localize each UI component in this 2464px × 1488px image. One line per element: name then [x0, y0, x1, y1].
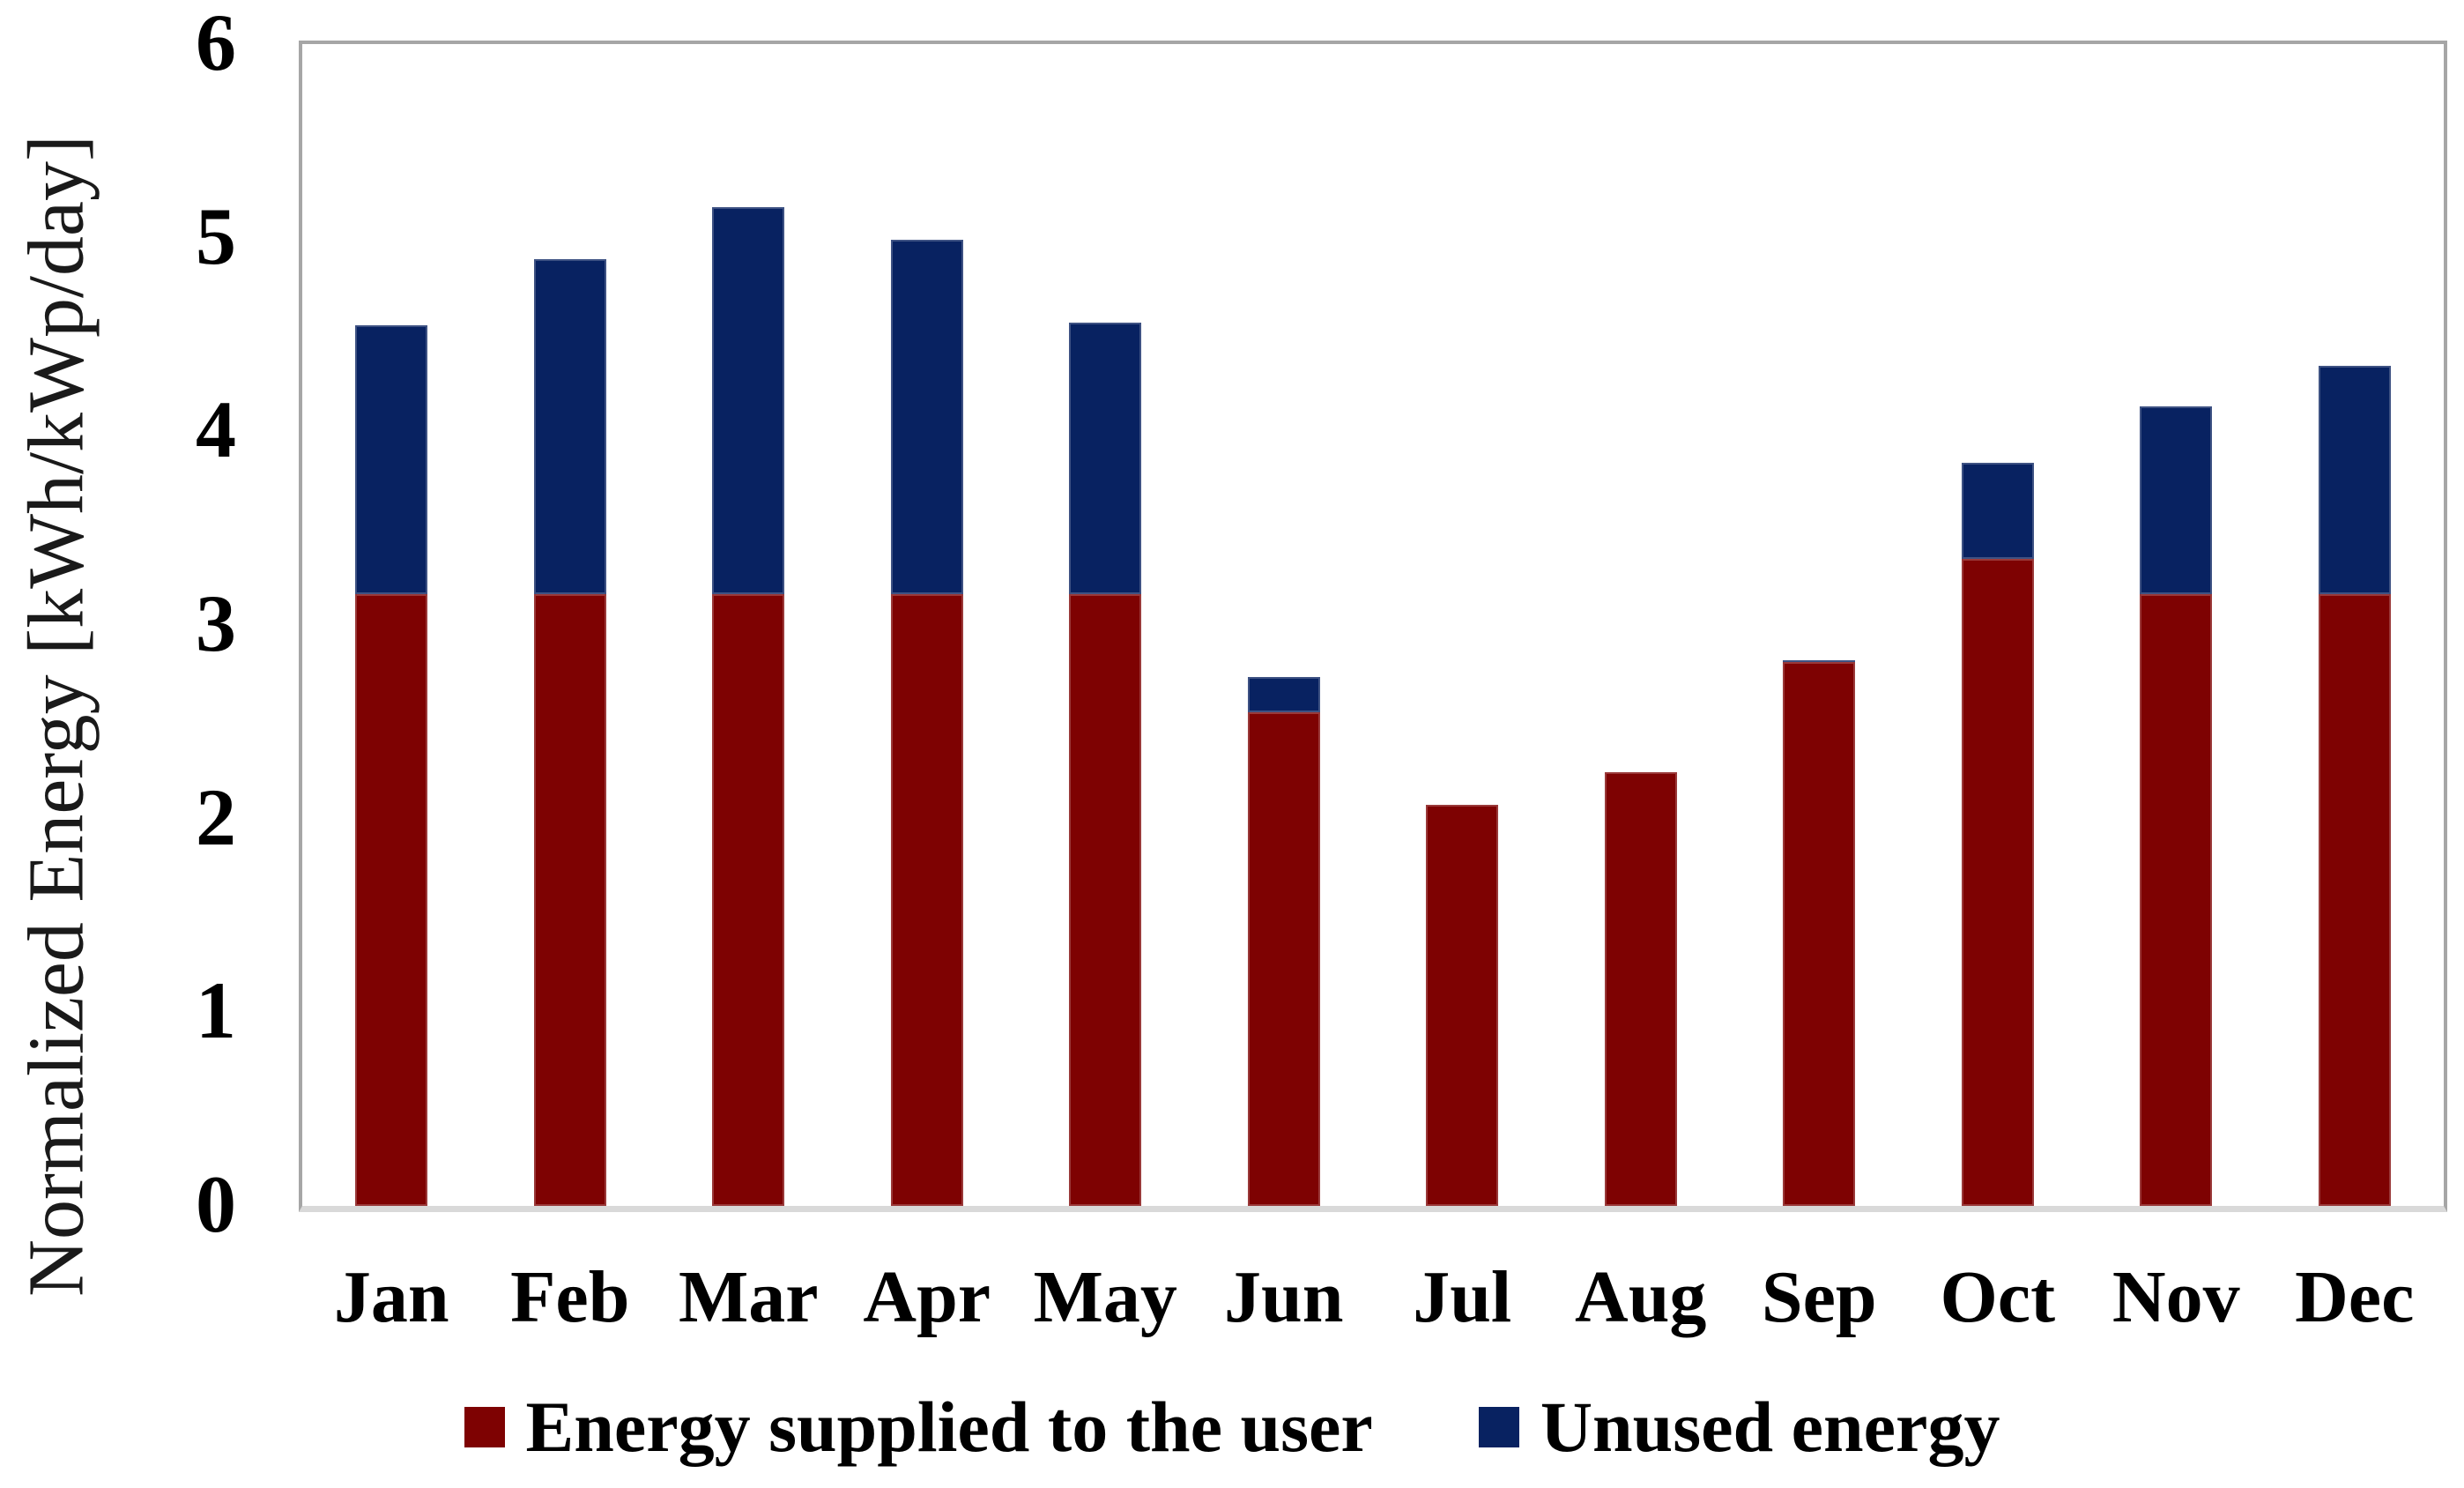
- y-tick-label: 5: [196, 190, 236, 281]
- x-tick-label-feb: Feb: [510, 1256, 630, 1338]
- bar-sep: [1783, 659, 1856, 1206]
- bar-feb: [533, 258, 606, 1206]
- bar-segment-supplied-aug: [1604, 771, 1677, 1206]
- bar-nov: [2140, 405, 2213, 1206]
- bar-jul: [1426, 805, 1499, 1206]
- bar-apr: [890, 239, 963, 1206]
- bar-segment-unused-oct: [1961, 462, 2034, 560]
- bar-segment-supplied-mar: [712, 593, 785, 1206]
- bar-segment-unused-may: [1069, 323, 1142, 594]
- bar-segment-unused-dec: [2318, 365, 2391, 594]
- x-tick-label-nov: Nov: [2111, 1256, 2240, 1338]
- bar-oct: [1961, 462, 2034, 1206]
- x-tick-label-mar: Mar: [678, 1256, 819, 1338]
- y-tick-label: 3: [196, 578, 236, 669]
- x-tick-label-jul: Jul: [1413, 1256, 1512, 1338]
- y-tick-label: 6: [196, 0, 236, 88]
- bar-jun: [1247, 677, 1320, 1206]
- bar-segment-supplied-feb: [533, 593, 606, 1206]
- bar-segment-supplied-sep: [1783, 661, 1856, 1206]
- legend-label-unused-energy: Unused energy: [1540, 1387, 2000, 1467]
- bar-segment-unused-feb: [533, 258, 606, 594]
- x-tick-label-jun: Jun: [1224, 1256, 1344, 1338]
- legend-swatch-blue-square-icon: [1478, 1407, 1519, 1447]
- bar-segment-supplied-apr: [890, 593, 963, 1206]
- x-tick-label-sep: Sep: [1761, 1256, 1877, 1338]
- bar-dec: [2318, 365, 2391, 1206]
- legend-item-unused-energy: Unused energy: [1478, 1387, 2000, 1467]
- bar-segment-supplied-jul: [1426, 805, 1499, 1206]
- bar-segment-unused-jun: [1247, 677, 1320, 712]
- y-tick-label: 4: [196, 384, 236, 475]
- y-tick-label: 0: [196, 1159, 236, 1250]
- x-tick-label-apr: Apr: [863, 1256, 991, 1338]
- bar-segment-supplied-may: [1069, 593, 1142, 1206]
- y-tick-label: 2: [196, 771, 236, 862]
- chart-legend: Energy supplied to the user Unused energ…: [0, 1391, 2464, 1463]
- x-tick-label-oct: Oct: [1940, 1256, 2056, 1338]
- bar-segment-supplied-nov: [2140, 593, 2213, 1206]
- bar-segment-supplied-jan: [355, 593, 428, 1206]
- bar-may: [1069, 323, 1142, 1206]
- legend-label-energy-supplied: Energy supplied to the user: [525, 1387, 1373, 1467]
- x-tick-label-jan: Jan: [333, 1256, 449, 1338]
- x-tick-label-aug: Aug: [1575, 1256, 1707, 1338]
- x-tick-label-dec: Dec: [2295, 1256, 2415, 1338]
- y-tick-label: 1: [196, 965, 236, 1056]
- bar-mar: [712, 206, 785, 1206]
- plot-area: [299, 41, 2447, 1212]
- bar-segment-unused-sep: [1783, 659, 1856, 662]
- x-tick-label-may: May: [1033, 1256, 1177, 1338]
- legend-swatch-red-square-icon: [464, 1407, 505, 1447]
- bar-jan: [355, 324, 428, 1206]
- bar-segment-unused-apr: [890, 239, 963, 594]
- legend-item-energy-supplied: Energy supplied to the user: [464, 1391, 1373, 1463]
- bar-segment-unused-mar: [712, 206, 785, 594]
- bar-segment-supplied-dec: [2318, 593, 2391, 1206]
- bar-segment-unused-nov: [2140, 405, 2213, 594]
- bar-segment-supplied-jun: [1247, 711, 1320, 1206]
- bar-aug: [1604, 771, 1677, 1206]
- bar-segment-unused-jan: [355, 324, 428, 594]
- y-axis-title: Normalized Energy [kWh/kWp/day]: [12, 135, 100, 1297]
- bar-segment-supplied-oct: [1961, 559, 2034, 1206]
